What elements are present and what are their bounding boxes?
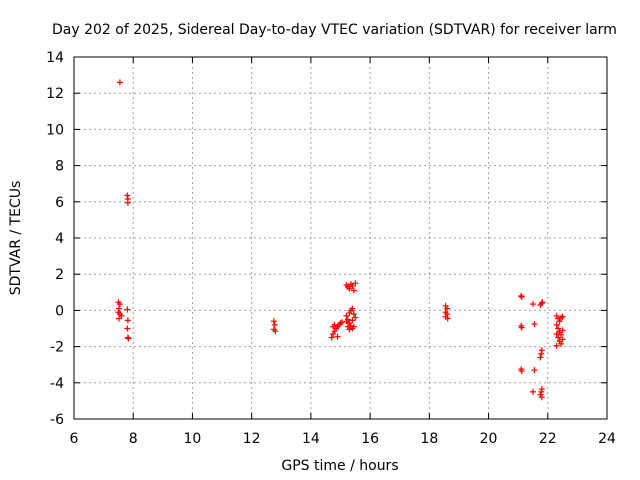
data-point (537, 354, 544, 361)
data-point (352, 314, 359, 321)
data-point (350, 323, 357, 330)
data-point (538, 388, 545, 395)
data-point (338, 319, 345, 326)
x-tick-label: 12 (243, 431, 261, 447)
data-point (349, 317, 356, 324)
x-tick-label: 8 (129, 431, 138, 447)
data-point (346, 310, 353, 317)
data-point (553, 321, 560, 328)
data-point (124, 317, 131, 324)
x-tick-labels: 6 8 10 12 14 16 18 20 22 24 (70, 431, 616, 447)
data-point (346, 285, 353, 292)
data-point (518, 293, 525, 300)
data-point (444, 315, 451, 322)
gridlines (74, 57, 607, 419)
data-point (331, 321, 338, 328)
y-tick-label: 14 (46, 50, 64, 66)
y-tick-label: 8 (55, 159, 64, 175)
y-tick-label: -2 (50, 340, 64, 356)
data-point (116, 315, 123, 322)
data-point (558, 340, 565, 347)
data-point (531, 367, 538, 374)
data-point (344, 323, 351, 330)
data-point (125, 335, 132, 342)
x-axis-label: GPS time / hours (281, 458, 398, 474)
plot-frame (73, 56, 608, 420)
data-point (553, 330, 560, 337)
data-point (124, 306, 131, 313)
x-tick-label: 22 (539, 431, 557, 447)
y-tick-label: 6 (55, 195, 64, 211)
data-point (531, 320, 538, 327)
data-point (272, 328, 279, 335)
data-point (553, 342, 560, 349)
chart-title: Day 202 of 2025, Sidereal Day-to-day VTE… (52, 22, 617, 38)
data-point (334, 333, 341, 340)
data-point (558, 331, 565, 338)
data-point (347, 322, 354, 329)
y-tick-labels: -6 -4 -2 0 2 4 6 8 10 12 14 (46, 50, 64, 428)
x-tick-label: 10 (184, 431, 202, 447)
data-point (529, 388, 536, 395)
data-point (444, 305, 451, 312)
data-point (124, 325, 131, 332)
x-tick-label: 20 (480, 431, 498, 447)
data-point (350, 287, 357, 294)
data-point (556, 318, 563, 325)
data-point (537, 391, 544, 398)
data-point (518, 368, 525, 375)
data-point (346, 326, 353, 333)
data-point (124, 199, 131, 206)
data-point (343, 318, 350, 325)
y-tick-label: 10 (46, 122, 64, 138)
y-tick-label: 2 (55, 267, 64, 283)
x-tick-label: 18 (420, 431, 438, 447)
data-point (555, 325, 562, 332)
data-point (116, 301, 123, 308)
data-point (331, 328, 338, 335)
data-point (559, 313, 566, 320)
data-point (349, 305, 356, 312)
x-tick-label: 24 (598, 431, 616, 447)
data-point (352, 280, 359, 287)
y-tick-label: 0 (55, 303, 64, 319)
data-points (115, 79, 566, 401)
data-point (328, 334, 335, 341)
data-point (539, 299, 546, 306)
y-tick-label: 12 (46, 86, 64, 102)
data-point (116, 79, 123, 86)
data-point (330, 330, 337, 337)
x-tick-label: 6 (70, 431, 79, 447)
data-point (343, 312, 350, 319)
data-point (347, 281, 354, 288)
data-point (538, 394, 545, 401)
data-point (559, 336, 566, 343)
data-point (271, 321, 278, 328)
y-tick-label: -4 (50, 376, 64, 392)
y-tick-label: 4 (55, 231, 64, 247)
data-point (270, 318, 277, 325)
data-point (529, 301, 536, 308)
data-point (518, 324, 525, 331)
data-point (350, 311, 357, 318)
x-tick-label: 16 (361, 431, 379, 447)
x-tick-label: 14 (302, 431, 320, 447)
y-tick-label: -6 (50, 412, 64, 428)
data-point (559, 327, 566, 334)
data-point (555, 334, 562, 341)
data-point (442, 302, 449, 309)
y-axis-label: SDTVAR / TECUs (8, 181, 24, 296)
data-point (538, 350, 545, 357)
